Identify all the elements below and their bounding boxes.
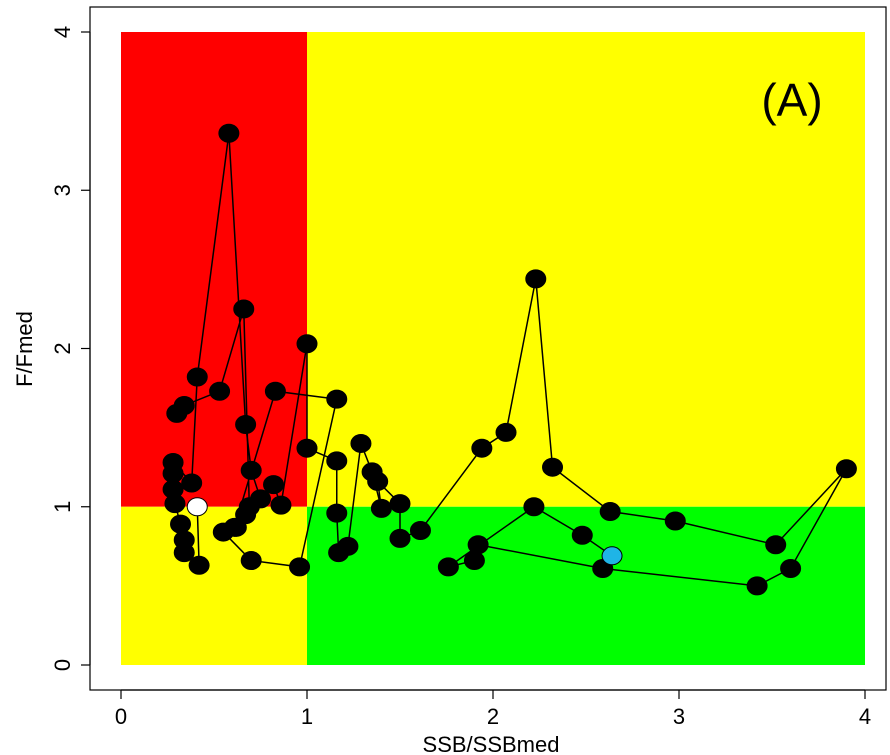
- panel-label: (A): [761, 74, 822, 126]
- y-tick-label: 0: [50, 659, 75, 671]
- trajectory-point: [235, 414, 257, 434]
- x-tick-label: 3: [673, 704, 685, 729]
- trajectory-point: [389, 494, 411, 514]
- x-axis: 0 1 2 3 4: [115, 689, 871, 729]
- trajectory-point: [367, 471, 389, 491]
- trajectory-point: [263, 475, 285, 495]
- trajectory-point: [389, 528, 411, 548]
- y-tick-label: 3: [50, 184, 75, 196]
- trajectory-point: [186, 367, 208, 387]
- y-tick-label: 1: [50, 501, 75, 513]
- y-tick-label: 4: [50, 26, 75, 38]
- trajectory-extra-point: [223, 517, 245, 537]
- trajectory-point: [765, 535, 787, 555]
- trajectory-extra-point: [326, 389, 348, 409]
- trajectory-point: [467, 535, 489, 555]
- trajectory-point: [326, 451, 348, 471]
- x-axis-label: SSB/SSBmed: [423, 732, 560, 755]
- trajectory-extra-point: [289, 557, 311, 577]
- trajectory-point: [599, 501, 621, 521]
- trajectory-point: [471, 438, 493, 458]
- trajectory-point: [296, 438, 318, 458]
- y-tick-label: 2: [50, 342, 75, 354]
- trajectory-point: [525, 269, 547, 289]
- y-axis-label: F/Fmed: [12, 311, 37, 387]
- trajectory-point: [170, 514, 192, 534]
- x-tick-label: 0: [115, 704, 127, 729]
- trajectory-point: [780, 558, 802, 578]
- trajectory-extra-point: [264, 381, 286, 401]
- trajectory-extra-point: [173, 395, 195, 415]
- x-tick-label: 1: [301, 704, 313, 729]
- trajectory-point: [337, 536, 359, 556]
- trajectory-point: [350, 433, 372, 453]
- region-1: [307, 32, 865, 507]
- trajectory-point: [370, 498, 392, 518]
- trajectory-point: [523, 497, 545, 517]
- trajectory-point: [218, 123, 240, 143]
- x-tick-label: 4: [859, 704, 871, 729]
- trajectory-point: [409, 520, 431, 540]
- trajectory-point: [162, 479, 184, 499]
- last-point: [601, 546, 623, 566]
- trajectory-point: [270, 495, 292, 515]
- trajectory-point: [240, 460, 262, 480]
- trajectory-point: [437, 557, 459, 577]
- region-0: [121, 32, 307, 507]
- trajectory-point: [542, 457, 564, 477]
- data-points: [162, 123, 857, 596]
- trajectory-point: [326, 503, 348, 523]
- y-axis: 0 1 2 3 4: [50, 26, 91, 671]
- trajectory-point: [463, 551, 485, 571]
- trajectory-point: [664, 511, 686, 531]
- trajectory-point: [250, 489, 271, 509]
- trajectory-point: [188, 555, 210, 575]
- trajectory-extra-point: [233, 299, 255, 319]
- first-point: [186, 497, 208, 517]
- trajectory-point: [173, 530, 195, 550]
- trajectory-point: [162, 452, 184, 472]
- trajectory-point: [495, 422, 517, 442]
- trajectory-point: [571, 525, 593, 545]
- x-tick-label: 2: [487, 704, 499, 729]
- trajectory-point: [181, 473, 203, 493]
- trajectory-point: [835, 459, 857, 479]
- trajectory-extra-point: [209, 381, 231, 401]
- trajectory-point: [746, 576, 768, 596]
- trajectory-point: [296, 334, 318, 354]
- trajectory-extra-point: [240, 551, 262, 571]
